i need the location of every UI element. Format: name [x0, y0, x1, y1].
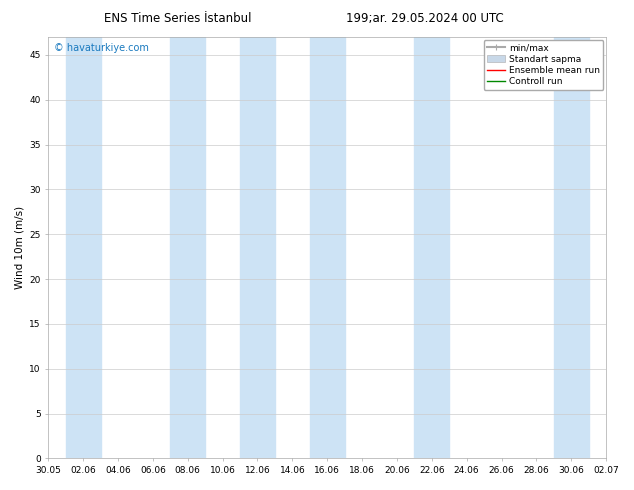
- Y-axis label: Wind 10m (m/s): Wind 10m (m/s): [15, 206, 25, 289]
- Bar: [310, 37, 345, 458]
- Bar: [240, 37, 275, 458]
- Text: 199;ar. 29.05.2024 00 UTC: 199;ar. 29.05.2024 00 UTC: [346, 12, 503, 25]
- Bar: [554, 37, 589, 458]
- Legend: min/max, Standart sapma, Ensemble mean run, Controll run: min/max, Standart sapma, Ensemble mean r…: [484, 40, 604, 90]
- Bar: [415, 37, 450, 458]
- Text: © havaturkiye.com: © havaturkiye.com: [54, 44, 149, 53]
- Bar: [66, 37, 101, 458]
- Text: ENS Time Series İstanbul: ENS Time Series İstanbul: [104, 12, 251, 25]
- Bar: [171, 37, 205, 458]
